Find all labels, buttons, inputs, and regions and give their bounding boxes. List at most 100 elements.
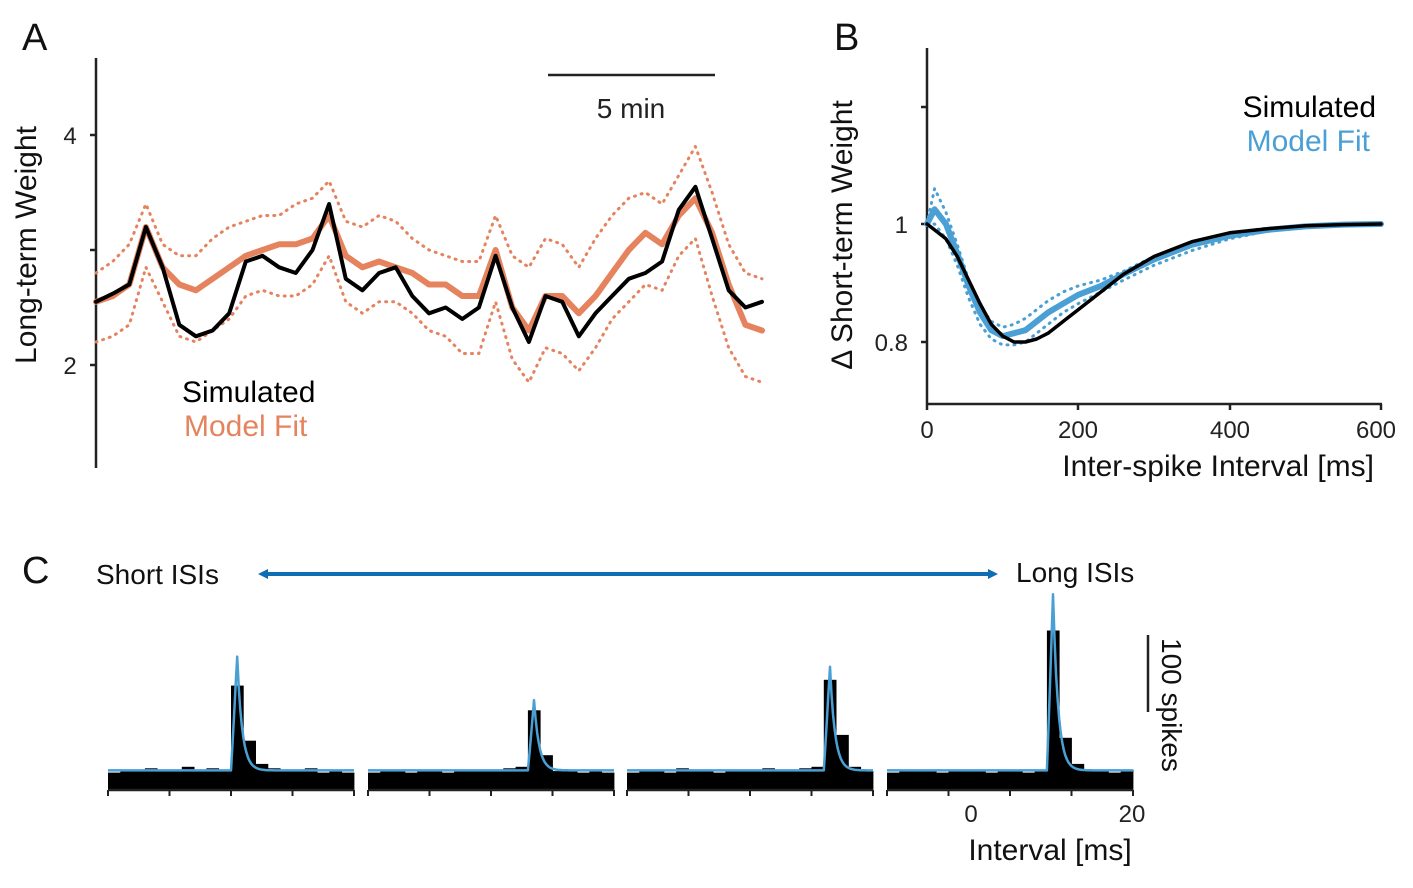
panel-c-bar xyxy=(1059,737,1072,790)
panel-c-scalebar-label: 100 spikes xyxy=(1156,638,1187,772)
panel-c-bar xyxy=(676,768,689,791)
panel-c-bar xyxy=(651,769,665,790)
panel-c-fit-line xyxy=(627,665,873,772)
panel-c-bar xyxy=(491,771,504,790)
panel-c-bar xyxy=(552,771,566,790)
panel-c-bar xyxy=(441,772,455,790)
panel-c-bar xyxy=(380,771,393,790)
panel-c-bar xyxy=(341,772,355,790)
panel-c-bar xyxy=(540,755,553,790)
panel-c-histogram-3 xyxy=(626,665,874,796)
panel-c-bar xyxy=(911,769,925,790)
panel-a-ylabel: Long-term Weight xyxy=(10,125,43,364)
panel-c-bar xyxy=(799,768,812,791)
panel-c-bar xyxy=(194,769,207,790)
panel-c-xtick-label-0: 0 xyxy=(964,801,977,828)
panel-b-legend-simulated: Simulated xyxy=(1243,91,1376,124)
panel-c-bar xyxy=(1096,771,1109,790)
panel-c-bar xyxy=(811,766,825,790)
panel-c-histogram-1 xyxy=(107,655,355,796)
panel-c-bar xyxy=(267,768,281,791)
panel-c-bar xyxy=(392,769,406,790)
panel-c-bar xyxy=(639,771,652,790)
panel-c-bar xyxy=(786,771,800,790)
panel-c-bar xyxy=(737,769,751,790)
panel-c-bar xyxy=(860,771,874,790)
panel-c-bar xyxy=(564,769,578,790)
panel-b-xtick-label-600: 600 xyxy=(1356,417,1396,444)
panel-c-bar xyxy=(218,769,232,790)
panel-c-bar xyxy=(985,772,999,790)
panel-b-xlabel: Inter-spike Interval [ms] xyxy=(1062,450,1374,483)
panel-c-bar xyxy=(1083,769,1097,790)
panel-c-bar xyxy=(329,769,343,790)
panel-c-bar xyxy=(454,769,467,790)
panel-a-plot-area xyxy=(93,145,765,384)
panel-c-bar xyxy=(132,771,146,790)
panel-c-bar xyxy=(368,772,381,790)
panel-b-xtick-label-200: 200 xyxy=(1058,417,1098,444)
panel-a-ytick-label-2: 2 xyxy=(63,353,76,380)
panel-a: A 2 4 Long-term Weight 5 min Simulated M… xyxy=(10,17,765,468)
panel-c-bar xyxy=(280,771,293,790)
panel-a-series-model-fit-upper xyxy=(94,145,764,281)
panel-c: C Short ISIs Long ISIs 100 spikes 0 20 I… xyxy=(22,550,1187,867)
panel-c-bar xyxy=(725,771,739,790)
panel-c-bar xyxy=(1010,769,1023,790)
panel-c-bar xyxy=(503,768,516,791)
panel-c-xtick-label-20: 20 xyxy=(1119,801,1146,828)
panel-b-xtick-label-400: 400 xyxy=(1210,417,1250,444)
panel-c-bar xyxy=(899,771,912,790)
panel-a-legend-model-fit: Model Fit xyxy=(184,410,308,443)
panel-c-bar xyxy=(292,769,306,790)
panel-c-short-isis-label: Short ISIs xyxy=(96,559,219,590)
panel-c-bar xyxy=(973,769,986,790)
panel-b-letter: B xyxy=(834,17,859,59)
panel-b-series-simulated xyxy=(925,222,1383,344)
panel-c-bar xyxy=(466,771,480,790)
panel-c-isi-arrow-left-head xyxy=(258,569,268,579)
panel-c-bar xyxy=(181,766,195,790)
panel-a-series-model-fit xyxy=(93,195,765,334)
panel-c-bar xyxy=(948,769,962,790)
panel-c-bar xyxy=(478,769,492,790)
panel-c-bar xyxy=(627,772,640,790)
panel-b-legend-model-fit: Model Fit xyxy=(1247,125,1371,158)
panel-c-bar xyxy=(144,768,158,791)
panel-b-ytick-label-0-8: 0.8 xyxy=(875,330,908,357)
panel-c-bar xyxy=(429,771,443,790)
panel-c-fit-line xyxy=(887,593,1133,772)
panel-b-series-model-fit xyxy=(924,206,1384,340)
panel-c-bar xyxy=(417,769,430,790)
panel-c-bar xyxy=(887,772,900,790)
panel-a-legend-simulated: Simulated xyxy=(182,376,315,409)
panel-c-bar xyxy=(589,771,603,790)
panel-c-bar xyxy=(700,769,714,790)
panel-a-letter: A xyxy=(22,17,48,59)
panel-c-bar xyxy=(169,771,183,790)
panel-c-bar xyxy=(577,772,590,790)
panel-c-bar xyxy=(936,772,949,790)
panel-c-bar xyxy=(713,772,726,790)
panel-c-bar xyxy=(848,766,862,790)
panel-a-ytick-label-4: 4 xyxy=(63,123,76,150)
panel-c-bar xyxy=(923,771,937,790)
panel-c-bar xyxy=(157,769,170,790)
panel-b: B 0.8 1 0 200 400 600 Inter-spike Interv… xyxy=(826,17,1396,483)
panel-c-bar xyxy=(108,772,121,790)
panel-c-bar xyxy=(120,769,133,790)
panel-c-bar xyxy=(1034,771,1048,790)
panel-c-bar xyxy=(1108,772,1122,790)
panel-a-series-simulated xyxy=(94,184,764,344)
panel-c-bar xyxy=(762,768,775,791)
panel-c-long-isis-label: Long ISIs xyxy=(1016,557,1134,588)
panel-c-bar xyxy=(1022,772,1035,790)
panel-c-histogram-4 xyxy=(886,593,1134,796)
panel-c-bar xyxy=(1120,769,1134,790)
panel-c-bar xyxy=(304,768,318,791)
panel-c-bar xyxy=(317,772,330,790)
panel-c-letter: C xyxy=(22,550,49,592)
panel-c-bar xyxy=(774,769,788,790)
panel-c-isi-arrow-right-head xyxy=(988,569,998,579)
